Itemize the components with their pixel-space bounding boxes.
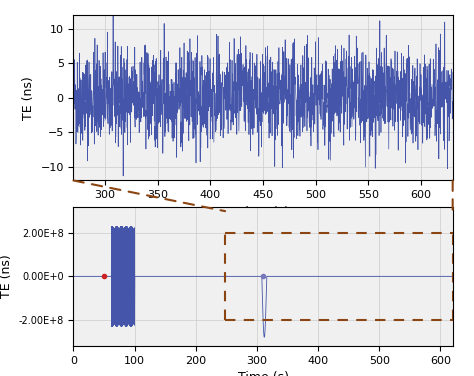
Y-axis label: TE (ns): TE (ns)	[0, 255, 13, 298]
Y-axis label: TE (ns): TE (ns)	[22, 76, 35, 120]
X-axis label: Time (s): Time (s)	[237, 371, 289, 376]
X-axis label: Time (s): Time (s)	[237, 206, 289, 219]
